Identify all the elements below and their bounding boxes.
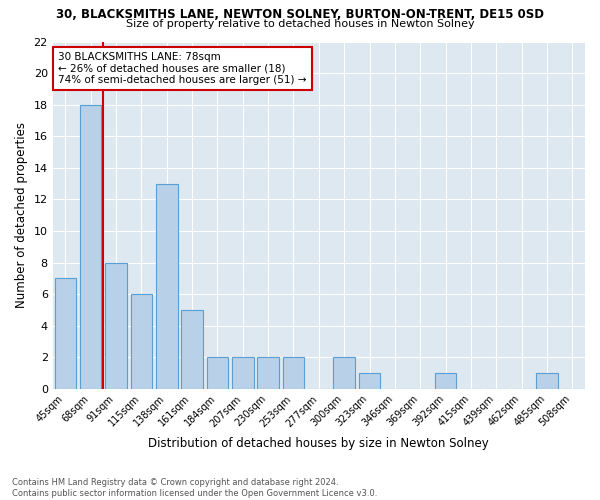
Bar (232, 357, 254, 389)
Bar (257, 357, 279, 389)
Bar (283, 357, 304, 389)
Text: 30 BLACKSMITHS LANE: 78sqm
← 26% of detached houses are smaller (18)
74% of semi: 30 BLACKSMITHS LANE: 78sqm ← 26% of deta… (58, 52, 307, 85)
Text: Size of property relative to detached houses in Newton Solney: Size of property relative to detached ho… (125, 19, 475, 29)
Bar (334, 357, 355, 389)
Bar (55, 278, 76, 389)
Bar (181, 310, 203, 389)
Text: Contains HM Land Registry data © Crown copyright and database right 2024.
Contai: Contains HM Land Registry data © Crown c… (12, 478, 377, 498)
X-axis label: Distribution of detached houses by size in Newton Solney: Distribution of detached houses by size … (148, 437, 489, 450)
Bar (435, 373, 457, 389)
Y-axis label: Number of detached properties: Number of detached properties (15, 122, 28, 308)
Bar (359, 373, 380, 389)
Bar (131, 294, 152, 389)
Bar (80, 104, 101, 389)
Bar (536, 373, 558, 389)
Bar (156, 184, 178, 389)
Bar (206, 357, 228, 389)
Text: 30, BLACKSMITHS LANE, NEWTON SOLNEY, BURTON-ON-TRENT, DE15 0SD: 30, BLACKSMITHS LANE, NEWTON SOLNEY, BUR… (56, 8, 544, 20)
Bar (105, 262, 127, 389)
